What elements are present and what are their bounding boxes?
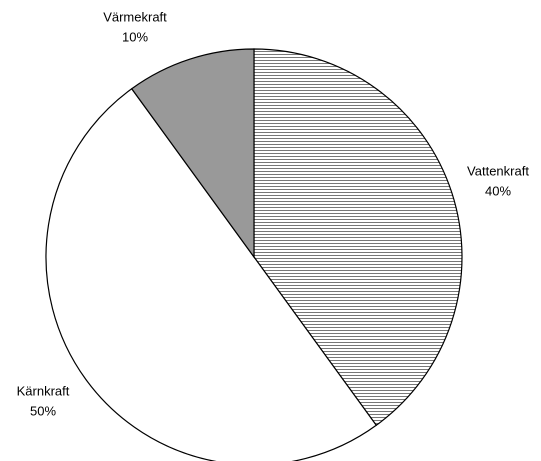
slice-value-label: 40% (485, 183, 511, 198)
pie-slice (253, 48, 463, 427)
pie-slice (130, 48, 255, 259)
slice-value-label: 50% (30, 403, 56, 418)
slice-value-label: 10% (122, 29, 148, 44)
slice-label: Vattenkraft (467, 163, 529, 178)
slice-label: Värmekraft (103, 9, 167, 24)
pie-slice (45, 87, 378, 461)
slice-label: Kärnkraft (17, 383, 70, 398)
